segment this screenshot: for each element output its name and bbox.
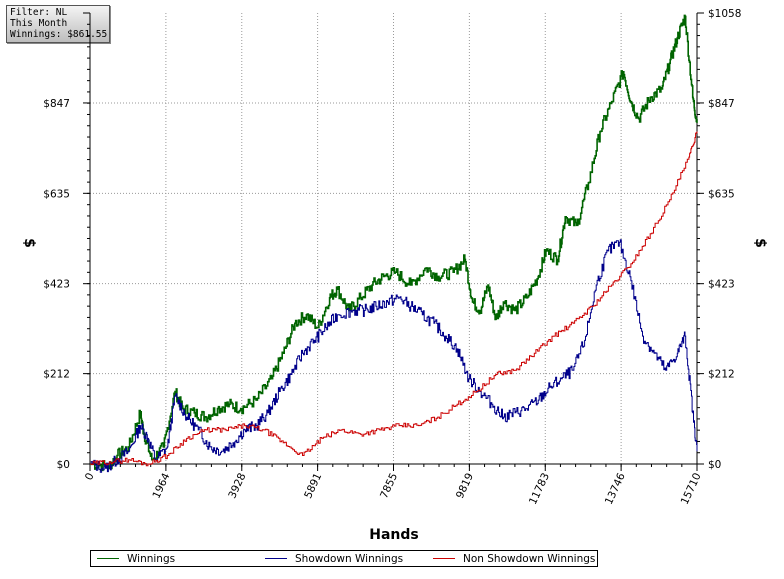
- y-tick-label-left: $635: [43, 188, 70, 200]
- y-axis-title-right: $: [752, 238, 768, 248]
- y-tick-label-right: $423: [708, 279, 735, 291]
- x-tick-label: 3928: [226, 471, 248, 500]
- legend-label-showdown: Showdown Winnings: [295, 552, 404, 565]
- legend-swatch-showdown: [265, 558, 287, 559]
- y-tick-label-right: $0: [708, 459, 721, 471]
- y-tick-label-right: $1058: [708, 8, 741, 20]
- legend: Winnings Showdown Winnings Non Showdown …: [90, 550, 598, 567]
- x-tick-label: 13746: [603, 471, 628, 507]
- x-tick-label: 7855: [378, 471, 400, 500]
- legend-label-non-showdown: Non Showdown Winnings: [463, 552, 596, 565]
- x-tick-label: 0: [83, 471, 97, 482]
- axes: [83, 12, 704, 471]
- legend-label-winnings: Winnings: [127, 552, 176, 565]
- series-line-non-showdown-winnings: [90, 131, 698, 467]
- y-tick-label-right: $847: [708, 98, 735, 110]
- legend-swatch-non-showdown: [433, 558, 455, 559]
- series-line-showdown-winnings: [90, 239, 698, 473]
- x-tick-label: 1964: [150, 471, 172, 501]
- winnings-summary: Winnings: $861.55: [10, 29, 108, 40]
- series-lines: [90, 14, 698, 473]
- legend-swatch-winnings: [97, 558, 119, 559]
- x-axis-title: Hands: [369, 527, 419, 543]
- x-tick-label: 15710: [679, 471, 704, 506]
- legend-item-non-showdown: Non Showdown Winnings: [433, 551, 595, 566]
- y-axis-title-left: $: [21, 238, 37, 248]
- x-tick-label: 11783: [527, 471, 552, 506]
- filter-label: Filter: NL: [10, 7, 68, 18]
- grid: [90, 13, 697, 464]
- y-tick-label-left: $0: [57, 459, 70, 471]
- y-tick-label-right: $212: [708, 369, 735, 381]
- y-tick-label-right: $635: [708, 188, 735, 200]
- y-tick-label-left: $847: [43, 98, 70, 110]
- x-tick-label: 9819: [454, 471, 476, 500]
- legend-item-winnings: Winnings: [97, 551, 175, 566]
- legend-item-showdown: Showdown Winnings: [265, 551, 403, 566]
- y-tick-label-left: $423: [43, 279, 70, 291]
- period-label: This Month: [10, 18, 68, 29]
- x-tick-label: 5891: [302, 471, 324, 500]
- tick-labels: $0 $0 $212 $212 $423 $423 $635 $635 $847 $847 $105…: [43, 8, 741, 507]
- series-line-winnings: [90, 14, 698, 472]
- filter-info-box: Filter: NL This Month Winnings: $861.55: [6, 5, 110, 43]
- y-tick-label-left: $212: [43, 369, 70, 381]
